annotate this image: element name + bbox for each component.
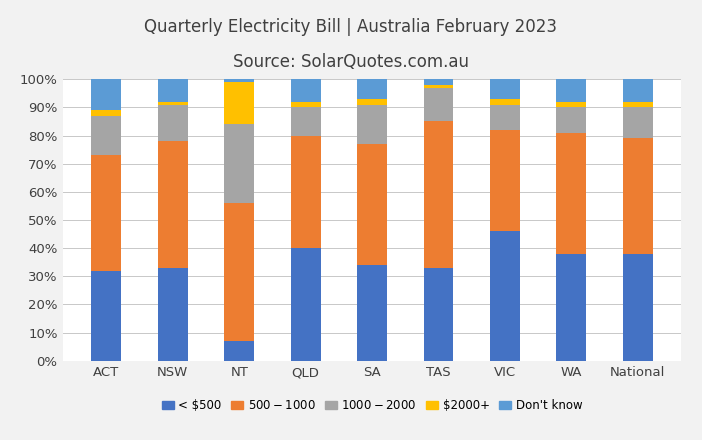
Bar (423, 268, 453, 361)
Bar (224, 341, 254, 361)
Bar (291, 102, 321, 107)
Bar (557, 254, 586, 361)
Bar (158, 79, 187, 102)
Bar (557, 133, 586, 254)
Bar (357, 144, 387, 265)
Bar (158, 105, 187, 141)
Bar (158, 102, 187, 105)
Bar (357, 99, 387, 105)
Bar (423, 85, 453, 88)
Bar (623, 254, 653, 361)
Bar (423, 88, 453, 121)
Bar (623, 138, 653, 254)
Bar (291, 79, 321, 102)
Bar (291, 248, 321, 361)
Bar (557, 107, 586, 133)
Bar (91, 155, 121, 271)
Bar (291, 107, 321, 136)
Bar (91, 110, 121, 116)
Bar (158, 141, 187, 268)
Bar (91, 271, 121, 361)
Bar (423, 79, 453, 85)
Legend: < $500, $500 - $1000, $1000- $2000, $2000+, Don't know: < $500, $500 - $1000, $1000- $2000, $200… (157, 394, 587, 417)
Bar (224, 82, 254, 124)
Bar (224, 79, 254, 82)
Bar (357, 79, 387, 99)
Bar (224, 124, 254, 203)
Bar (557, 102, 586, 107)
Bar (490, 130, 520, 231)
Bar (623, 102, 653, 107)
Text: Source: SolarQuotes.com.au: Source: SolarQuotes.com.au (233, 53, 469, 71)
Bar (490, 79, 520, 99)
Bar (291, 136, 321, 248)
Bar (623, 79, 653, 102)
Bar (623, 107, 653, 138)
Bar (490, 105, 520, 130)
Bar (357, 265, 387, 361)
Bar (557, 79, 586, 102)
Bar (357, 105, 387, 144)
Bar (158, 268, 187, 361)
Bar (490, 99, 520, 105)
Bar (224, 203, 254, 341)
Bar (91, 79, 121, 110)
Bar (91, 116, 121, 155)
Bar (490, 231, 520, 361)
Bar (423, 121, 453, 268)
Text: Quarterly Electricity Bill | Australia February 2023: Quarterly Electricity Bill | Australia F… (145, 18, 557, 36)
